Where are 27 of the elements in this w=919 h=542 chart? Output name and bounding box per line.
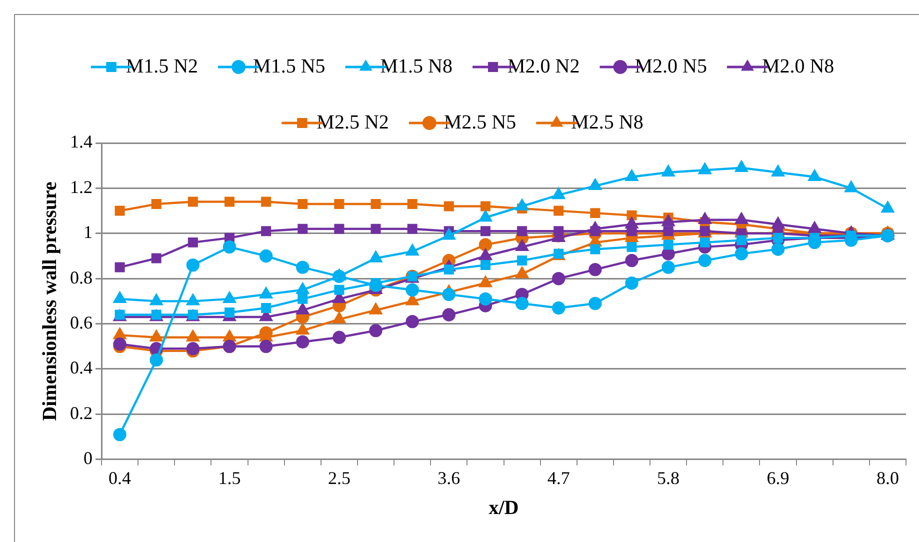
- x-tick-label: 8.0: [876, 468, 899, 488]
- legend-label: M2.5 N2: [316, 111, 389, 134]
- legend-label: M2.0 N5: [634, 55, 707, 78]
- legend-label: M1.5 N8: [380, 55, 453, 78]
- x-axis-title: x/D: [488, 497, 519, 520]
- x-tick-label: 6.9: [766, 468, 790, 488]
- legend-label: M2.5 N5: [444, 111, 516, 134]
- x-tick-label: 2.5: [328, 468, 350, 488]
- x-tick-label: 4.7: [547, 468, 570, 488]
- y-axis-title: Dimensionless wall pressure: [39, 181, 62, 421]
- y-tick-label: 0.8: [70, 267, 92, 288]
- y-tick-label: 0.2: [70, 402, 92, 423]
- legend-label: M2.0 N2: [508, 55, 580, 78]
- x-tick-label: 5.8: [657, 468, 680, 488]
- x-tick-label: 3.6: [438, 468, 460, 488]
- x-tick-label: 0.4: [108, 468, 132, 488]
- y-tick-label: 1.4: [70, 132, 92, 152]
- y-tick-label: 0.6: [70, 312, 92, 333]
- y-tick-label: 0.4: [70, 358, 92, 378]
- y-tick-label: 1.2: [70, 176, 92, 197]
- y-tick-label: 1: [84, 222, 92, 242]
- x-tick-label: 1.5: [218, 468, 241, 488]
- y-tick-label: 0: [84, 448, 92, 468]
- legend-label: M2.0 N8: [762, 55, 834, 78]
- legend-label: M1.5 N2: [126, 55, 198, 78]
- legend-label: M2.5 N8: [571, 111, 644, 134]
- legend-label: M1.5 N5: [253, 55, 326, 78]
